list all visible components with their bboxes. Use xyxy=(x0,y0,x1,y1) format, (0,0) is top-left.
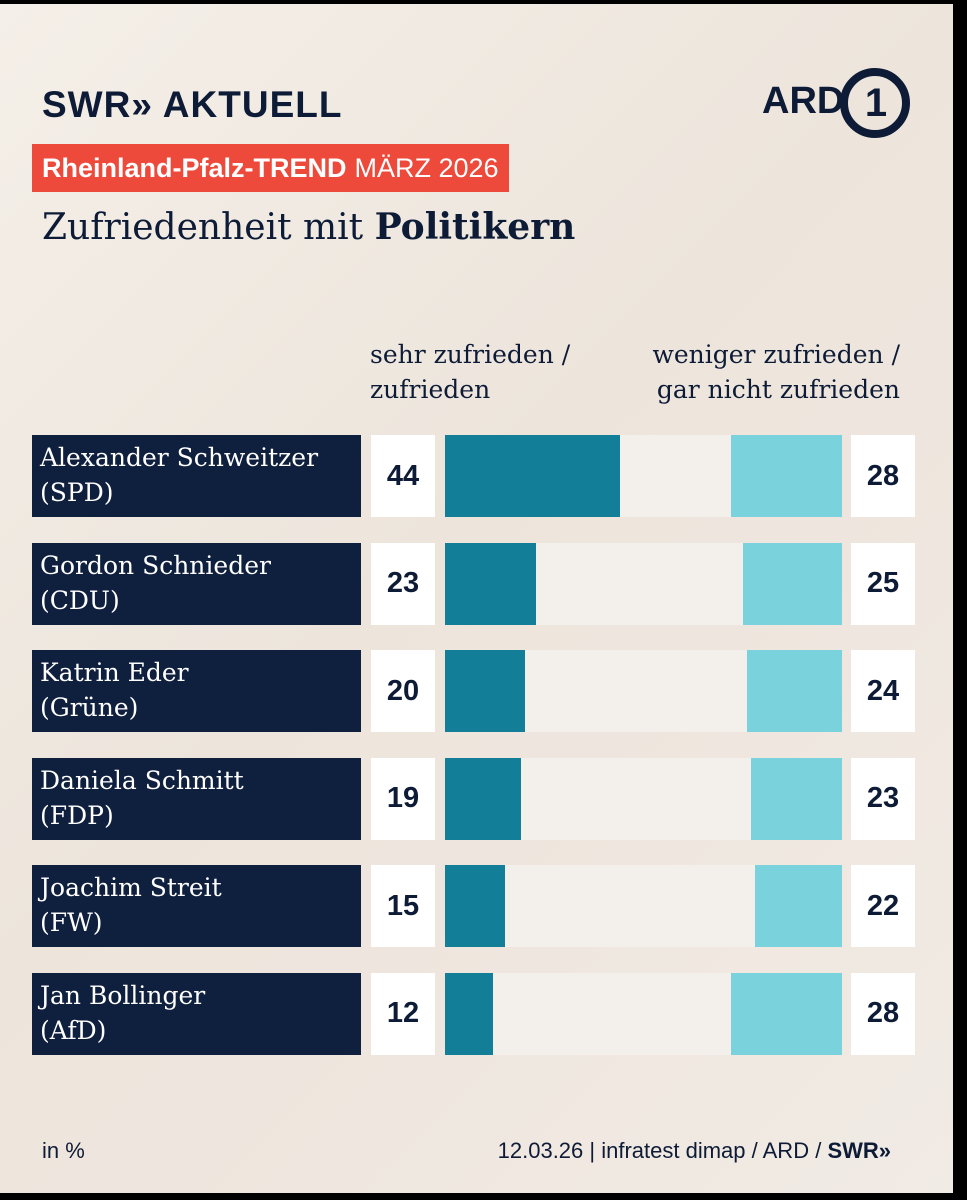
bar-track xyxy=(445,972,842,1055)
legend-dissatisfied-line1: weniger zufrieden / xyxy=(652,340,900,369)
dissatisfied-bar xyxy=(730,435,842,517)
politician-party: (FDP) xyxy=(40,800,114,830)
politician-label: Gordon Schnieder (CDU) xyxy=(32,542,361,625)
politician-party: (FW) xyxy=(40,908,103,937)
politician-label: Alexander Schweitzer (SPD) xyxy=(32,435,361,517)
bar-track xyxy=(445,435,842,517)
dissatisfied-bar xyxy=(746,650,842,732)
politician-name: Gordon Schnieder xyxy=(40,550,271,580)
ard-one-glyph: 1 xyxy=(865,81,887,125)
satisfied-bar xyxy=(445,757,521,840)
politician-label: Jan Bollinger (AfD) xyxy=(32,972,361,1055)
politician-label: Katrin Eder (Grüne) xyxy=(32,650,361,732)
dissatisfied-value-label: 24 xyxy=(851,650,915,732)
legend-satisfied-line2: zufrieden xyxy=(370,375,491,404)
dissatisfied-value-label: 22 xyxy=(851,865,915,947)
politician-name: Katrin Eder xyxy=(40,658,189,687)
ard-logo-text: ARD xyxy=(762,80,845,122)
ard-one-icon: 1 xyxy=(840,68,910,138)
bar-track xyxy=(445,650,842,732)
politician-party: (Grüne) xyxy=(40,693,139,722)
swr-mini-logo: SWR» xyxy=(827,1138,891,1163)
dissatisfied-value-label: 25 xyxy=(851,542,915,625)
frame-top-edge xyxy=(0,0,967,4)
dissatisfied-bar xyxy=(750,757,842,840)
dissatisfied-value-label: 28 xyxy=(851,972,915,1055)
swr-aktuell-logo: SWR» AKTUELL xyxy=(42,84,343,125)
chart-row: Joachim Streit (FW) 15 22 xyxy=(32,865,915,947)
satisfied-bar xyxy=(445,972,493,1055)
source-note: 12.03.26 | infratest dimap / ARD / SWR» xyxy=(498,1138,891,1164)
dissatisfied-bar xyxy=(742,542,842,625)
bar-track xyxy=(445,757,842,840)
source-text: 12.03.26 | infratest dimap / ARD / xyxy=(497,1138,822,1163)
politician-party: (SPD) xyxy=(40,478,114,507)
dissatisfied-value-label: 23 xyxy=(851,757,915,840)
politician-label: Joachim Streit (FW) xyxy=(32,865,361,947)
chart-row: Katrin Eder (Grüne) 20 24 xyxy=(32,650,915,732)
chart-row: Jan Bollinger (AfD) 12 28 xyxy=(32,972,915,1055)
satisfied-value-label: 44 xyxy=(371,435,435,517)
satisfied-bar xyxy=(445,435,620,517)
chart-row: Gordon Schnieder (CDU) 23 25 xyxy=(32,542,915,625)
satisfied-value-label: 15 xyxy=(371,865,435,947)
satisfied-bar xyxy=(445,542,537,625)
chart-title-bold: Politikern xyxy=(374,206,576,248)
dissatisfied-bar xyxy=(730,972,842,1055)
legend-dissatisfied-line2: gar nicht zufrieden xyxy=(656,375,900,404)
satisfied-value-label: 19 xyxy=(371,757,435,840)
satisfied-bar xyxy=(445,650,525,732)
legend-satisfied: sehr zufrieden / zufrieden xyxy=(370,337,570,407)
banner-date: MÄRZ 2026 xyxy=(354,152,499,183)
chart-title: Zufriedenheit mit Politikern xyxy=(42,206,575,248)
legend-dissatisfied: weniger zufrieden / gar nicht zufrieden xyxy=(652,337,900,407)
frame-bottom-edge xyxy=(0,1193,967,1200)
satisfied-value-label: 20 xyxy=(371,650,435,732)
politician-label: Daniela Schmitt (FDP) xyxy=(32,757,361,840)
dissatisfied-bar xyxy=(754,865,842,947)
politician-party: (CDU) xyxy=(40,585,120,615)
unit-note: in % xyxy=(42,1138,85,1163)
bar-track xyxy=(445,542,842,625)
satisfied-bar xyxy=(445,865,505,947)
politician-name: Daniela Schmitt xyxy=(40,765,244,795)
bar-track xyxy=(445,865,842,947)
satisfied-value-label: 12 xyxy=(371,972,435,1055)
chart-row: Daniela Schmitt (FDP) 19 23 xyxy=(32,757,915,840)
politician-name: Joachim Streit xyxy=(40,873,222,902)
politician-name: Jan Bollinger xyxy=(40,980,206,1010)
satisfied-value-label: 23 xyxy=(371,542,435,625)
legend-satisfied-line1: sehr zufrieden / xyxy=(370,340,571,369)
frame-right-edge xyxy=(953,0,967,1200)
chart-title-regular: Zufriedenheit mit xyxy=(42,207,364,248)
banner-title: Rheinland-Pfalz-TREND xyxy=(42,152,347,183)
trend-banner: Rheinland-Pfalz-TREND MÄRZ 2026 xyxy=(32,144,509,192)
politician-party: (AfD) xyxy=(40,1015,107,1045)
dissatisfied-value-label: 28 xyxy=(851,435,915,517)
chart-row: Alexander Schweitzer (SPD) 44 28 xyxy=(32,435,915,517)
politician-name: Alexander Schweitzer xyxy=(40,443,319,472)
ard-logo: ARD 1 xyxy=(762,66,912,140)
